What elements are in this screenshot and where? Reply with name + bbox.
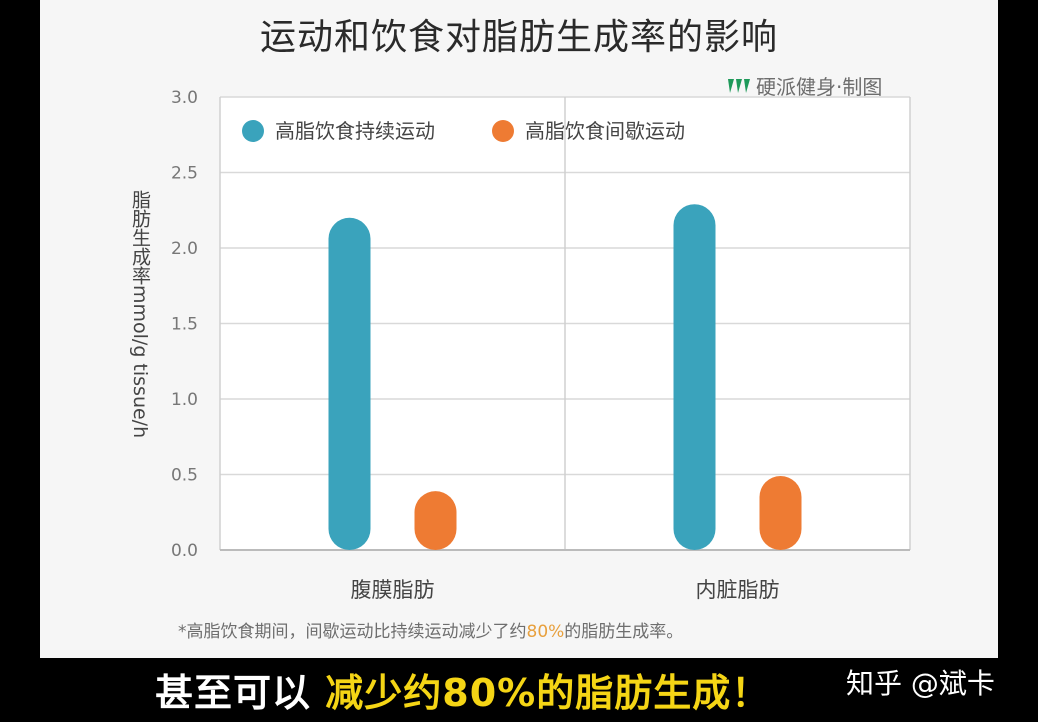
y-tick-label: 1.0 — [171, 390, 198, 410]
footnote-prefix: *高脂饮食期间，间歇运动比持续运动减少了约 — [178, 622, 527, 642]
bar-continuous-2 — [673, 204, 716, 550]
y-tick-label: 0.5 — [171, 466, 198, 486]
video-caption: 甚至可以 减少约80%的脂肪生成！ — [155, 662, 770, 717]
caption-plain: 甚至可以 — [155, 671, 312, 715]
footnote-suffix: 的脂肪生成率。 — [564, 622, 684, 642]
footnote-highlight: 80% — [526, 622, 565, 642]
caption-emphasis: 减少约80%的脂肪生成！ — [325, 671, 771, 715]
brand-label: 硬派健身·制图 — [756, 75, 883, 99]
bar-interval-1 — [414, 491, 457, 550]
x-tick-label: 内脏脂肪 — [696, 578, 780, 602]
bar-interval-2 — [759, 476, 802, 550]
y-axis-label: 脂肪生成率mmol/g tissue/h — [129, 190, 151, 438]
caption-bar — [0, 658, 1038, 722]
brand-credit: 硬派健身·制图 — [726, 71, 882, 100]
y-tick-label: 3.0 — [171, 88, 198, 108]
legend-label: 高脂饮食间歇运动 — [525, 119, 685, 143]
legend-marker — [492, 120, 514, 142]
footnote: *高脂饮食期间，间歇运动比持续运动减少了约80%的脂肪生成率。 — [178, 617, 683, 642]
legend-label: 高脂饮食持续运动 — [275, 119, 435, 143]
legend-marker — [242, 120, 264, 142]
y-tick-label: 2.5 — [171, 164, 198, 184]
y-tick-label: 2.0 — [171, 239, 198, 259]
x-tick-label: 腹膜脂肪 — [351, 578, 435, 602]
brand-logo-icon — [728, 78, 750, 93]
y-tick-label: 1.5 — [171, 315, 198, 335]
bar-continuous-1 — [328, 217, 371, 551]
watermark: 知乎 @斌卡 — [846, 667, 995, 700]
page-title: 运动和饮食对脂肪生成率的影响 — [259, 17, 778, 58]
y-tick-label: 0.0 — [171, 541, 198, 561]
